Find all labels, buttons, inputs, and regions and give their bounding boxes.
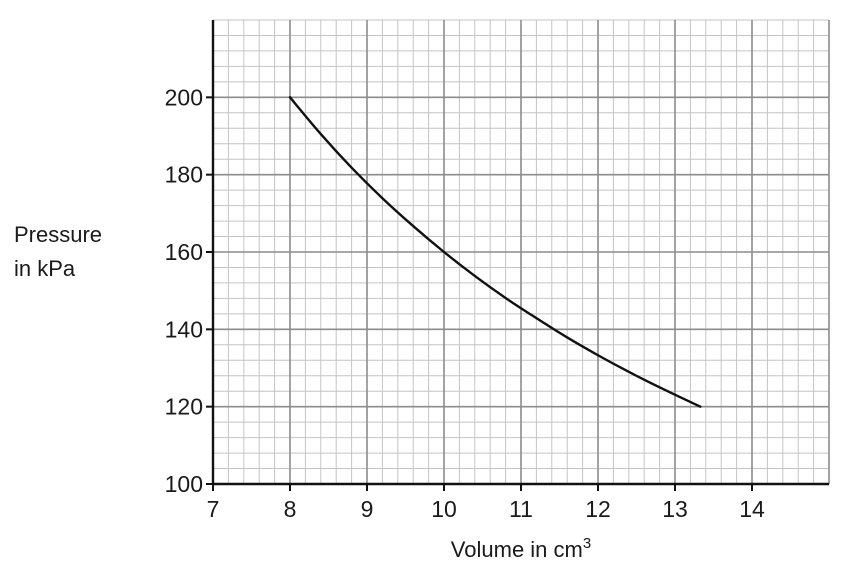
y-tick-label: 160 (165, 239, 203, 265)
x-tick-label: 11 (509, 496, 533, 522)
x-tick-label: 7 (207, 496, 220, 522)
x-tick-label: 14 (739, 496, 765, 522)
x-axis-title: Volume in cm3 (451, 535, 591, 562)
y-tick-labels: 100 120 140 160 180 200 (165, 84, 213, 497)
y-axis-title-line1: Pressure (14, 222, 102, 247)
y-tick-label: 100 (165, 471, 203, 497)
y-tick-label: 200 (165, 84, 203, 110)
x-tick-label: 8 (284, 496, 297, 522)
x-tick-label: 10 (431, 496, 457, 522)
x-axis-title-superscript: 3 (583, 535, 591, 552)
x-tick-labels: 7 8 9 10 11 12 13 14 (207, 484, 765, 522)
x-tick-label: 13 (662, 496, 688, 522)
y-tick-label: 120 (165, 394, 203, 420)
y-axis-title-line2: in kPa (14, 256, 76, 281)
pressure-volume-curve (288, 96, 702, 408)
series-layer (288, 96, 702, 408)
y-tick-label: 180 (165, 162, 203, 188)
x-tick-label: 12 (585, 496, 611, 522)
x-tick-label: 9 (361, 496, 374, 522)
x-axis-title-text: Volume in cm (451, 537, 583, 562)
y-tick-label: 140 (165, 316, 203, 342)
